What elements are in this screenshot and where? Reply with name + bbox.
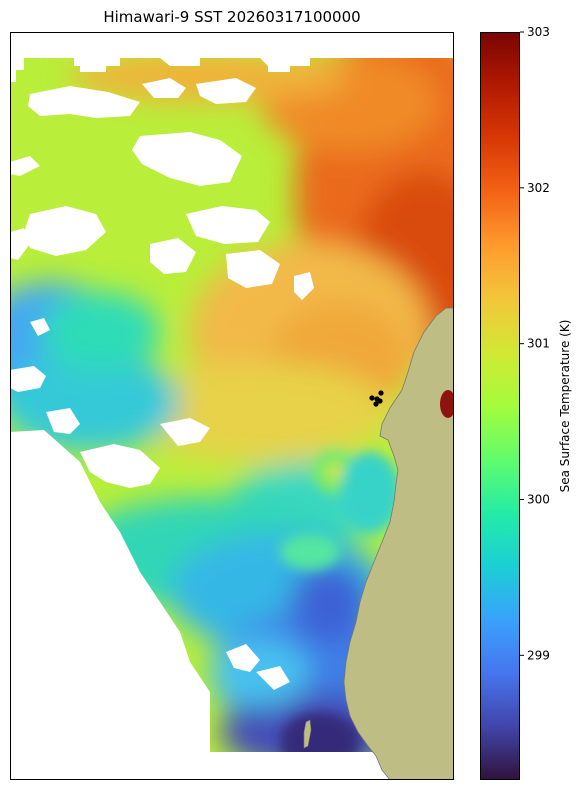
colorbar-tick-label: 302 [527, 181, 550, 195]
colorbar-tick-label: 301 [527, 337, 550, 351]
missing-data-mask [10, 32, 454, 780]
marker [373, 401, 379, 407]
plot-title: Himawari-9 SST 20260317100000 [103, 8, 361, 26]
colorbar-gradient [480, 32, 520, 780]
colorbar-tick-label: 303 [527, 25, 550, 39]
colorbar-label: Sea Surface Temperature (K) [558, 319, 572, 493]
colorbar: 299 300 301 302 303 [480, 25, 550, 780]
marker [378, 390, 384, 396]
sst-field [10, 32, 454, 772]
land-mass [343, 307, 454, 780]
colorbar-ticks: 299 300 301 302 303 [520, 25, 550, 662]
colorbar-tick-label: 299 [527, 648, 550, 662]
sst-map [10, 32, 454, 780]
island [303, 719, 312, 749]
marker [377, 398, 383, 404]
colorbar-tick-label: 300 [527, 493, 550, 507]
markers [369, 390, 384, 407]
marker [369, 395, 375, 401]
